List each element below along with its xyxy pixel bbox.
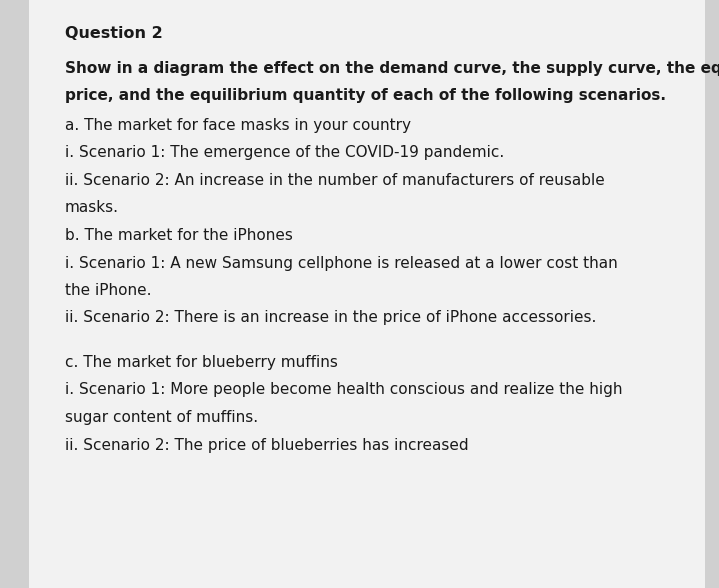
Text: i. Scenario 1: A new Samsung cellphone is released at a lower cost than: i. Scenario 1: A new Samsung cellphone i… (65, 256, 618, 271)
Text: ii. Scenario 2: There is an increase in the price of iPhone accessories.: ii. Scenario 2: There is an increase in … (65, 310, 596, 326)
Text: the iPhone.: the iPhone. (65, 283, 151, 298)
Text: c. The market for blueberry muffins: c. The market for blueberry muffins (65, 355, 338, 370)
Text: i. Scenario 1: The emergence of the COVID-19 pandemic.: i. Scenario 1: The emergence of the COVI… (65, 145, 504, 161)
Text: Question 2: Question 2 (65, 26, 162, 42)
Text: Show in a diagram the effect on the demand curve, the supply curve, the equilibr: Show in a diagram the effect on the dema… (65, 61, 719, 76)
Text: i. Scenario 1: More people become health conscious and realize the high: i. Scenario 1: More people become health… (65, 382, 622, 397)
Text: a. The market for face masks in your country: a. The market for face masks in your cou… (65, 118, 411, 133)
Text: masks.: masks. (65, 200, 119, 215)
Text: ii. Scenario 2: An increase in the number of manufacturers of reusable: ii. Scenario 2: An increase in the numbe… (65, 173, 605, 188)
Text: ii. Scenario 2: The price of blueberries has increased: ii. Scenario 2: The price of blueberries… (65, 438, 468, 453)
Text: sugar content of muffins.: sugar content of muffins. (65, 410, 258, 425)
Text: price, and the equilibrium quantity of each of the following scenarios.: price, and the equilibrium quantity of e… (65, 88, 666, 103)
Text: b. The market for the iPhones: b. The market for the iPhones (65, 228, 293, 243)
